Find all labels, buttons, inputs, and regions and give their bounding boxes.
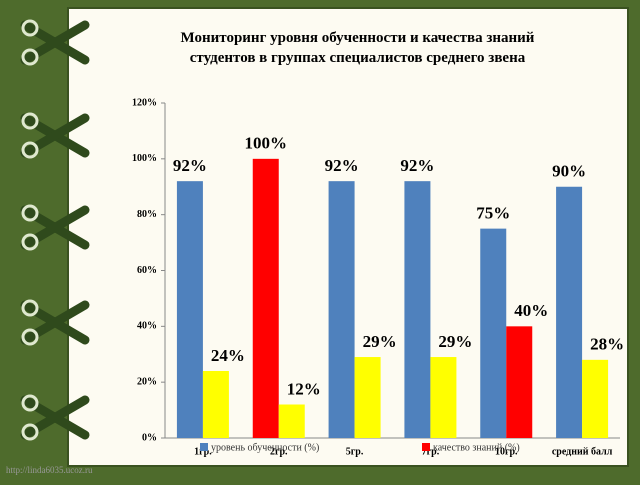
legend-label: уровень обученности (%) bbox=[211, 442, 319, 453]
chart-title: Мониторинг уровня обученности и качества… bbox=[180, 30, 535, 66]
value-label: 24% bbox=[211, 346, 245, 365]
bar bbox=[202, 371, 229, 438]
footer: http://linda6035.ucoz.ru bbox=[6, 465, 93, 475]
value-label: 92% bbox=[325, 156, 359, 175]
y-tick-label: 80% bbox=[137, 209, 157, 220]
bar bbox=[404, 181, 431, 438]
bar bbox=[328, 181, 355, 438]
legend-marker bbox=[422, 443, 430, 451]
x-tick-label: 10гр. bbox=[495, 446, 518, 457]
value-label: 100% bbox=[245, 134, 288, 153]
bar bbox=[506, 326, 533, 438]
bar bbox=[430, 357, 457, 438]
y-tick-label: 120% bbox=[132, 97, 157, 108]
x-tick-label: 1гр. bbox=[194, 446, 212, 457]
bar bbox=[556, 186, 583, 438]
y-tick-label: 40% bbox=[137, 321, 157, 332]
value-label: 29% bbox=[438, 332, 472, 351]
lace-rings bbox=[21, 19, 39, 441]
value-label: 90% bbox=[552, 162, 586, 181]
y-tick-label: 20% bbox=[137, 376, 157, 387]
y-tick-label: 60% bbox=[137, 265, 157, 276]
x-tick-label: средний балл bbox=[552, 446, 613, 457]
value-label: 12% bbox=[287, 379, 321, 398]
bar bbox=[480, 228, 507, 438]
y-tick-label: 100% bbox=[132, 153, 157, 164]
bar bbox=[582, 359, 609, 438]
value-label: 29% bbox=[363, 332, 397, 351]
bar bbox=[176, 181, 203, 438]
x-tick-label: 5гр. bbox=[346, 446, 364, 457]
value-label: 92% bbox=[173, 156, 207, 175]
bar bbox=[278, 404, 305, 438]
x-tick-label: 7гр. bbox=[422, 446, 440, 457]
value-label: 75% bbox=[476, 204, 510, 223]
value-label: 92% bbox=[400, 156, 434, 175]
value-label: 28% bbox=[590, 335, 624, 354]
x-tick-label: 2гр. bbox=[270, 446, 288, 457]
bar bbox=[252, 158, 279, 439]
y-tick-label: 0% bbox=[142, 432, 157, 443]
title-box: Мониторинг уровня обученности и качества… bbox=[180, 30, 535, 66]
value-label: 40% bbox=[514, 301, 548, 320]
bar bbox=[354, 357, 381, 438]
legend-marker bbox=[200, 443, 208, 451]
legend-label: качество знаний (%) bbox=[433, 442, 520, 453]
